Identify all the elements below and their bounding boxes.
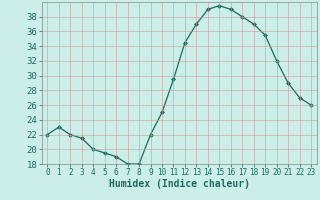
X-axis label: Humidex (Indice chaleur): Humidex (Indice chaleur) [109,179,250,189]
